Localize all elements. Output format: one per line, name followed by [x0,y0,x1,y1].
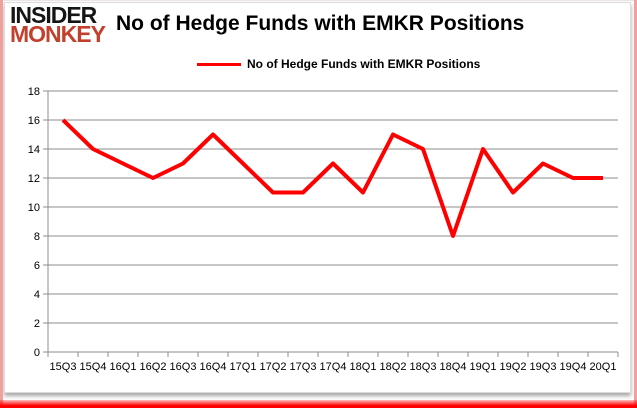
svg-text:10: 10 [28,202,40,214]
axes [43,90,619,357]
svg-text:19Q1: 19Q1 [470,361,497,373]
svg-text:18Q4: 18Q4 [440,361,467,373]
svg-text:14: 14 [28,144,40,156]
svg-text:12: 12 [28,173,40,185]
page-border-bottom [0,400,637,408]
svg-text:17Q2: 17Q2 [260,361,287,373]
svg-text:16Q1: 16Q1 [110,361,137,373]
legend: No of Hedge Funds with EMKR Positions [197,57,480,71]
svg-text:18Q3: 18Q3 [410,361,437,373]
gridlines [48,90,618,324]
page-border-left [0,0,3,408]
legend-label: No of Hedge Funds with EMKR Positions [247,57,481,71]
svg-text:15Q4: 15Q4 [80,361,107,373]
svg-text:16: 16 [28,115,40,127]
svg-text:19Q4: 19Q4 [560,361,587,373]
svg-text:0: 0 [34,347,40,359]
svg-text:17Q3: 17Q3 [290,361,317,373]
svg-text:20Q1: 20Q1 [590,361,617,373]
svg-text:6: 6 [34,260,40,272]
svg-text:17Q1: 17Q1 [230,361,257,373]
svg-text:16Q2: 16Q2 [140,361,167,373]
svg-text:17Q4: 17Q4 [320,361,347,373]
series-line [61,118,603,238]
logo-text-monkey: MONKEY [10,21,106,47]
svg-text:18: 18 [28,86,40,98]
svg-text:18Q2: 18Q2 [380,361,407,373]
svg-text:19Q3: 19Q3 [530,361,557,373]
logo-text-insider: INSIDER [10,2,97,28]
chart-image-frame [4,2,631,393]
svg-text:2: 2 [34,318,40,330]
svg-text:4: 4 [34,289,40,301]
svg-text:15Q3: 15Q3 [50,361,77,373]
svg-text:19Q2: 19Q2 [500,361,527,373]
svg-text:16Q4: 16Q4 [200,361,227,373]
page-border-top [0,0,637,1]
svg-text:8: 8 [34,231,40,243]
svg-text:18Q1: 18Q1 [350,361,377,373]
chart-title: No of Hedge Funds with EMKR Positions [116,12,525,35]
svg-text:16Q3: 16Q3 [170,361,197,373]
insider-monkey-logo: INSIDER MONKEY [10,2,106,47]
legend-line-swatch [197,62,241,66]
page-border-right [634,0,637,408]
